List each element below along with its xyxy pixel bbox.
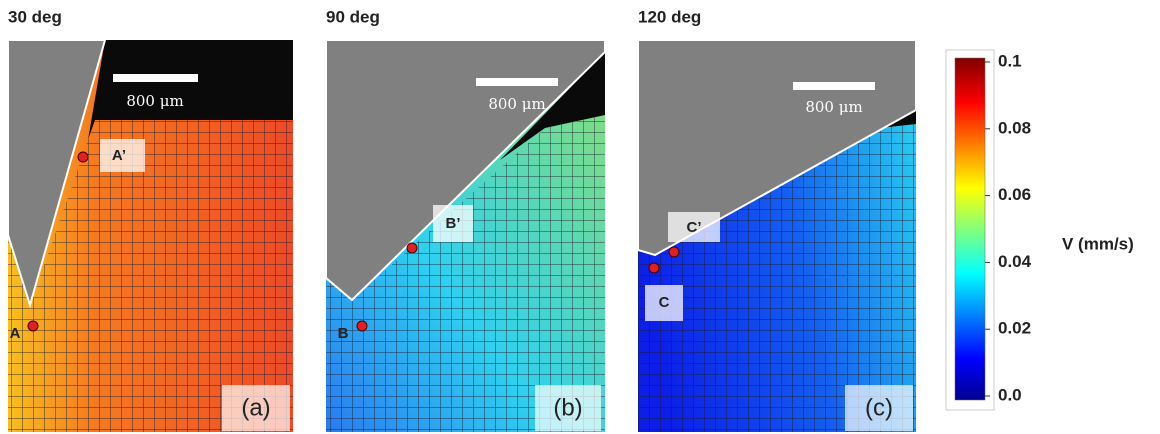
point xyxy=(28,321,38,331)
point xyxy=(669,247,679,257)
panel-a: 800 μm A’ A (a) 30 deg xyxy=(8,7,293,432)
scale-text: 800 μm xyxy=(126,92,183,110)
subfigure-label: (a) xyxy=(241,394,270,421)
point xyxy=(357,321,367,331)
point-label: B’ xyxy=(446,215,461,232)
point xyxy=(649,263,659,273)
tick-label: 0.08 xyxy=(998,118,1031,137)
panel-title: 120 deg xyxy=(638,7,701,26)
point xyxy=(78,152,88,162)
point xyxy=(407,243,417,253)
subfigure-label: (c) xyxy=(865,394,893,421)
scale-bar xyxy=(476,78,558,86)
panel-title: 90 deg xyxy=(326,7,380,26)
subfigure-label: (b) xyxy=(553,394,582,421)
tick-label: 0.1 xyxy=(998,51,1022,70)
scale-bar xyxy=(793,82,875,90)
tick-label: 0.06 xyxy=(998,185,1031,204)
scale-bar xyxy=(113,74,198,82)
point-label: C’ xyxy=(687,219,702,236)
tick-label: 0.0 xyxy=(998,385,1022,404)
panel-title: 30 deg xyxy=(8,7,62,26)
point-label: C xyxy=(659,294,670,311)
point-label: A xyxy=(10,325,21,342)
tick-label: 0.04 xyxy=(998,252,1032,271)
figure: 800 μm A’ A (a) 30 deg 800 μm B’ B (b) 9… xyxy=(0,0,1160,434)
colorbar-label: V (mm/s) xyxy=(1062,234,1134,253)
colorbar xyxy=(955,58,985,400)
panel-b: 800 μm B’ B (b) 90 deg xyxy=(326,7,605,432)
tick-label: 0.02 xyxy=(998,319,1031,338)
panel-c: 800 μm C’ C (c) 120 deg xyxy=(638,7,916,432)
scale-text: 800 μm xyxy=(488,95,545,113)
point-label: A’ xyxy=(112,147,126,164)
point-label: B xyxy=(338,325,349,342)
scale-text: 800 μm xyxy=(805,98,862,116)
